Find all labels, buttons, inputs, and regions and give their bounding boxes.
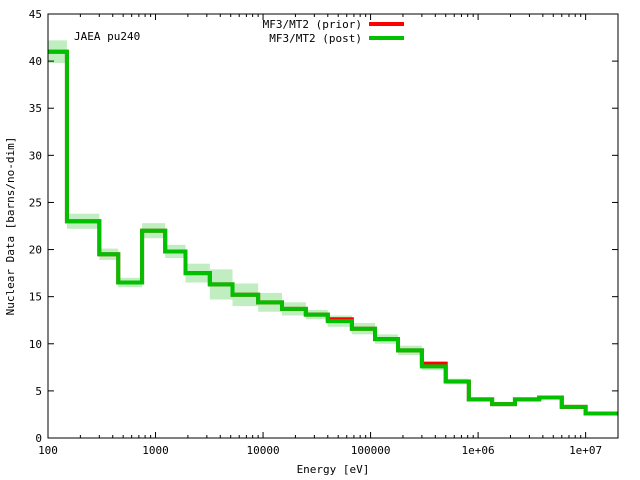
annotation-label: JAEA pu240	[74, 30, 140, 43]
x-axis-label: Energy [eV]	[297, 463, 370, 476]
legend: MF3/MT2 (prior)MF3/MT2 (post)	[263, 18, 404, 45]
y-tick-label: 25	[29, 196, 42, 209]
y-axis: 0 5 10 15 20 25 30 35 40 45	[29, 8, 618, 445]
y-tick-label: 40	[29, 55, 42, 68]
plot-frame	[47, 13, 619, 439]
x-axis: 100 1000 10000 100000 1e+06 1e+07	[38, 14, 619, 457]
x-tick-label: 100000	[351, 444, 391, 457]
y-tick-label: 15	[29, 291, 42, 304]
x-tick-label: 1000	[142, 444, 169, 457]
legend-label: MF3/MT2 (post)	[269, 32, 362, 45]
series-lines	[48, 49, 618, 416]
y-tick-label: 35	[29, 102, 42, 115]
y-tick-label: 45	[29, 8, 42, 21]
uncertainty-bands	[48, 40, 618, 415]
x-tick-label: 10000	[246, 444, 279, 457]
y-tick-label: 20	[29, 244, 42, 257]
y-tick-label: 5	[35, 385, 42, 398]
y-axis-label: Nuclear Data [barns/no-dim]	[4, 137, 17, 316]
y-tick-label: 10	[29, 338, 42, 351]
legend-label: MF3/MT2 (prior)	[263, 18, 362, 31]
series-prior-line	[48, 49, 618, 416]
y-tick-label: 30	[29, 149, 42, 162]
x-tick-label: 1e+07	[569, 444, 602, 457]
x-tick-label: 1e+06	[462, 444, 495, 457]
series-post-line	[48, 49, 618, 416]
x-tick-label: 100	[38, 444, 58, 457]
y-tick-label: 0	[35, 432, 42, 445]
